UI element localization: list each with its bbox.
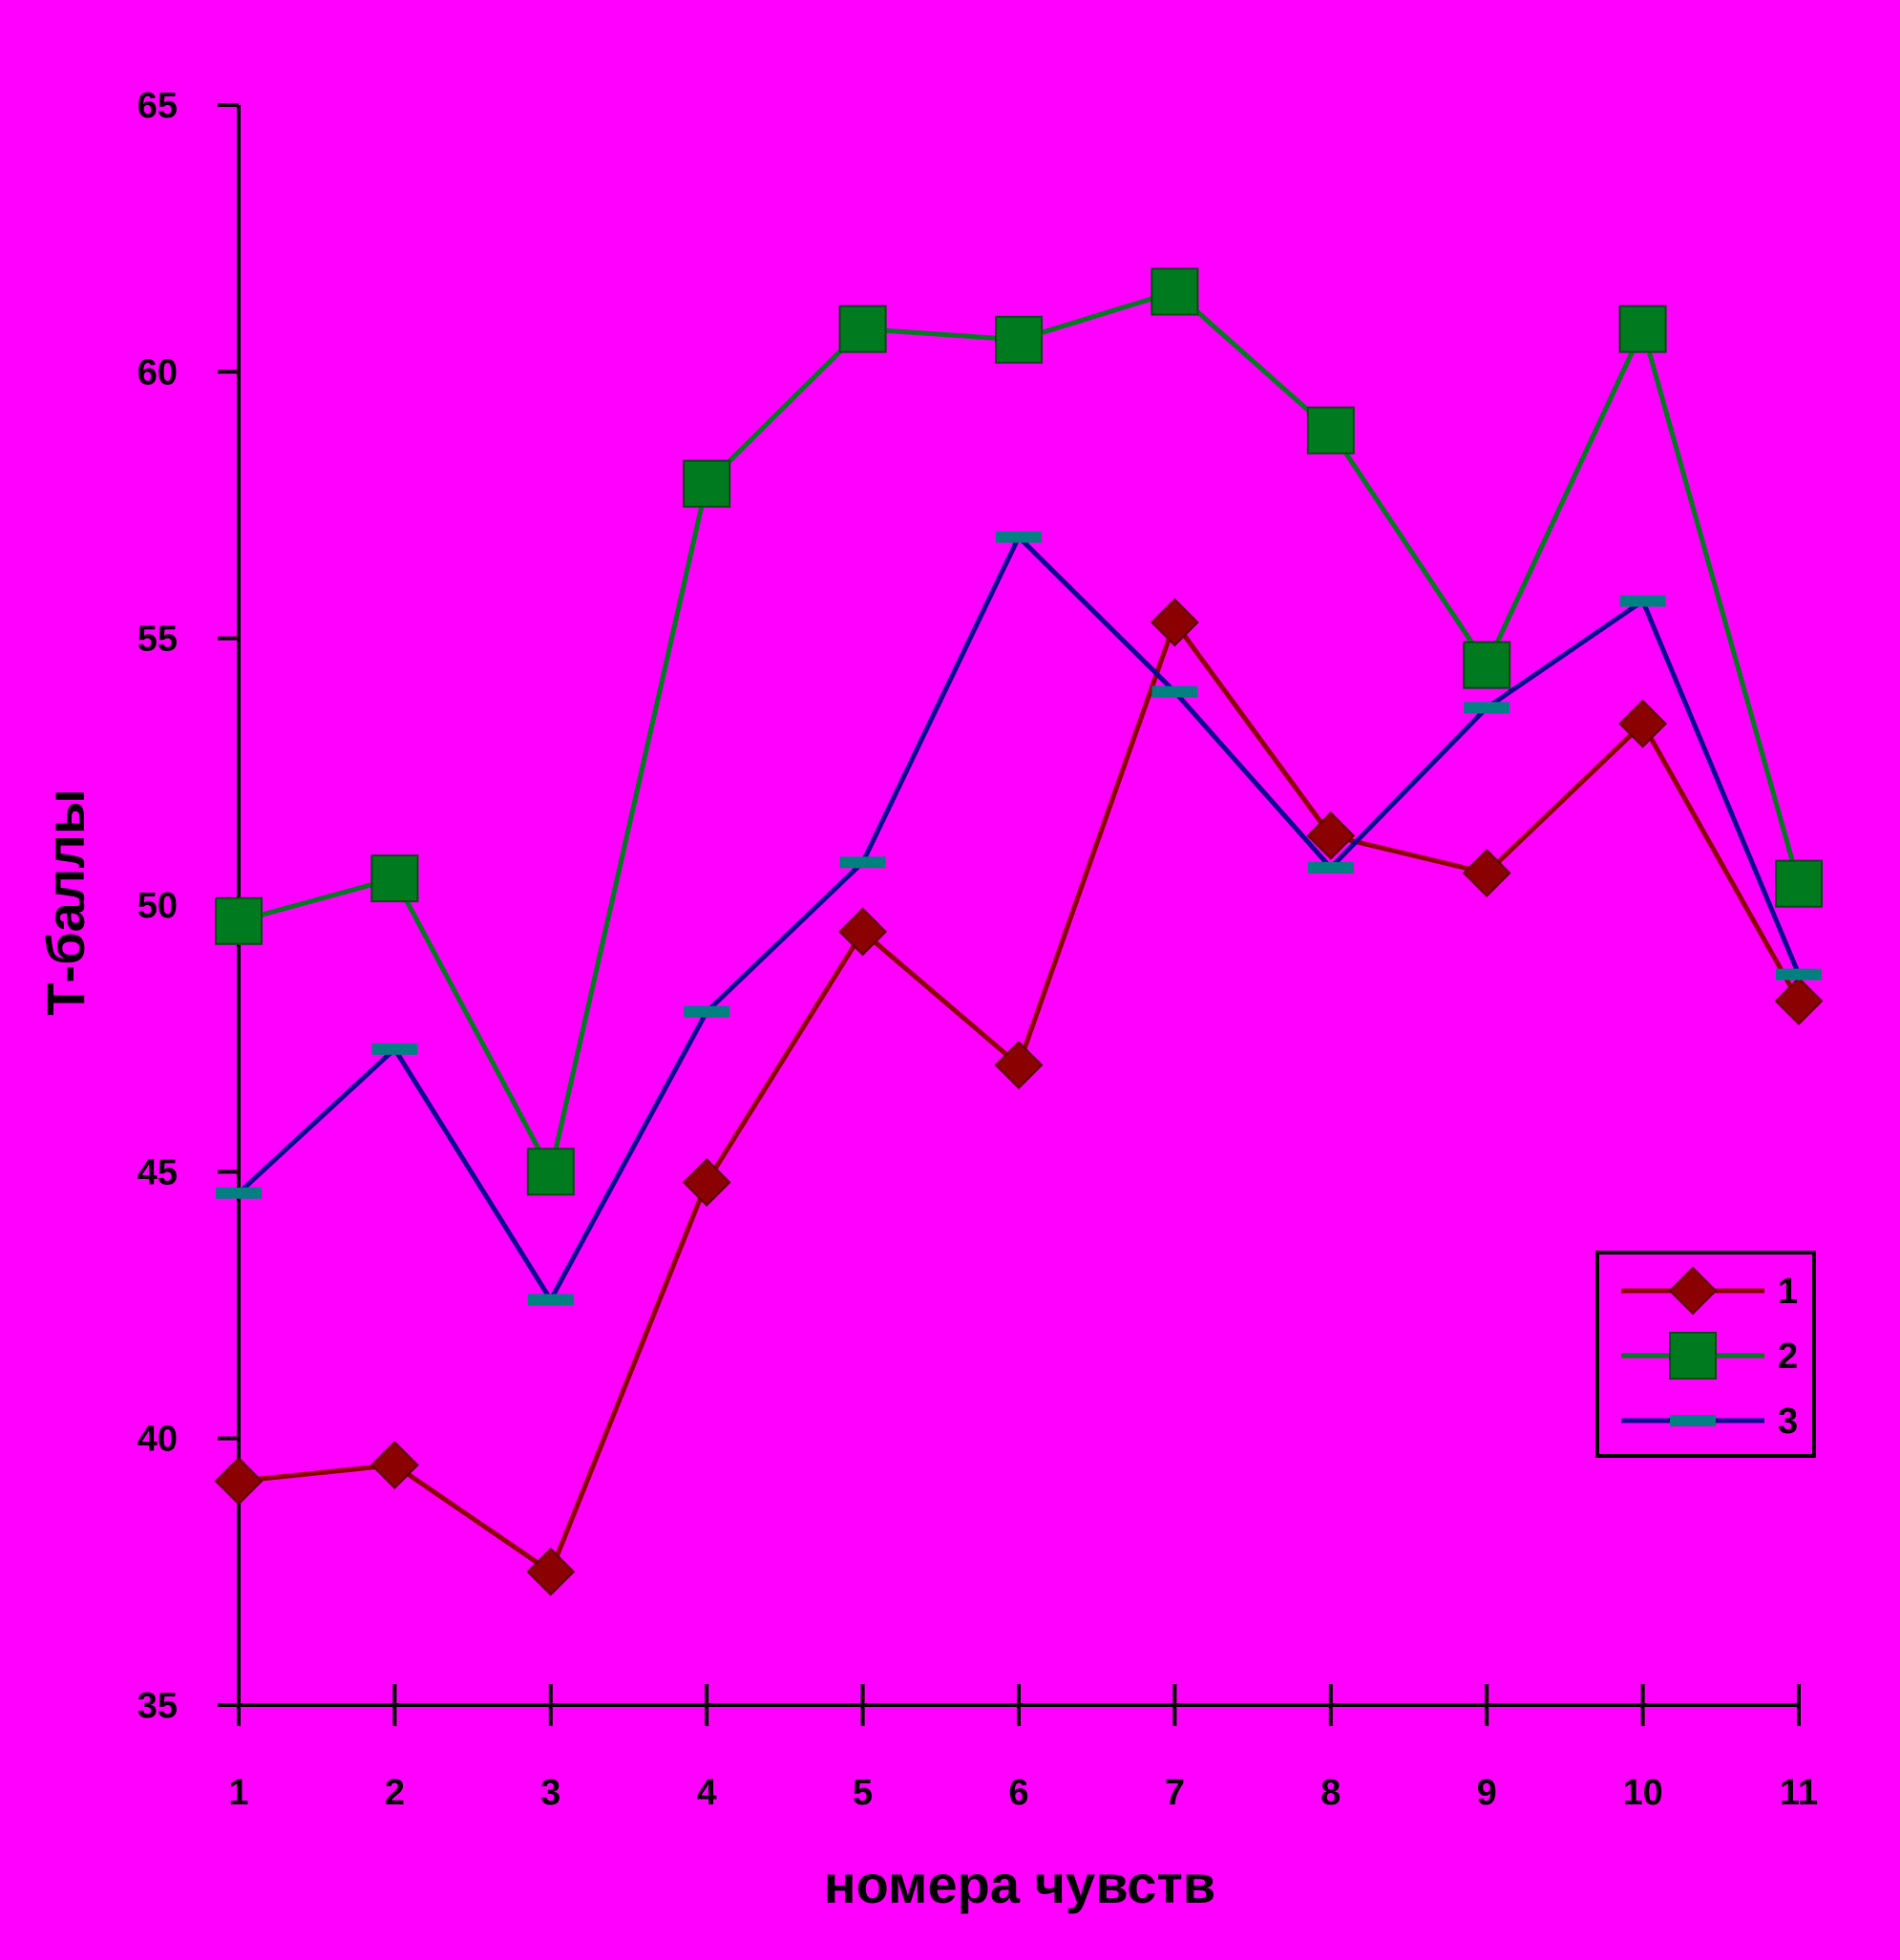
series-3-point — [839, 856, 886, 869]
x-tick-label: 9 — [1477, 1773, 1497, 1813]
x-tick-label: 10 — [1622, 1773, 1662, 1813]
y-tick-label: 60 — [137, 352, 178, 392]
series-3-point — [1307, 861, 1354, 874]
series-3-point — [527, 1294, 574, 1306]
x-tick-label: 11 — [1780, 1773, 1818, 1813]
series-3-point — [216, 1187, 262, 1199]
legend-label-3: 3 — [1778, 1402, 1798, 1442]
series-1-point — [838, 907, 888, 957]
series-1-point — [1150, 598, 1199, 647]
y-axis-title: Т-баллы — [35, 789, 95, 1016]
series-1-point — [994, 1041, 1044, 1090]
legend-marker-1 — [1668, 1266, 1718, 1316]
series-1-point — [1462, 849, 1511, 897]
series-3-point — [996, 531, 1042, 543]
x-tick-label: 3 — [540, 1773, 560, 1813]
series-1-point — [1306, 811, 1356, 860]
series-2-point — [1775, 859, 1823, 908]
x-tick-label: 6 — [1008, 1773, 1028, 1813]
series-3-point — [1151, 685, 1198, 698]
y-tick-label: 40 — [137, 1420, 178, 1460]
x-tick-label: 2 — [385, 1773, 405, 1813]
series-2-point — [1151, 267, 1199, 316]
legend: 1 2 3 — [1595, 1251, 1816, 1458]
series-2-point — [1618, 305, 1667, 353]
y-tick-label: 55 — [137, 620, 178, 660]
x-tick-label: 8 — [1320, 1773, 1341, 1813]
x-axis-title: номера чувств — [824, 1854, 1215, 1914]
legend-items: 1 2 3 — [1621, 1266, 1798, 1442]
legend-label-1: 1 — [1778, 1272, 1798, 1312]
series-2-point — [1306, 406, 1355, 454]
series-1-point — [526, 1547, 576, 1596]
y-tick-label: 50 — [137, 886, 178, 926]
y-tick-label: 35 — [137, 1686, 178, 1726]
x-tick-label: 1 — [228, 1773, 248, 1813]
series-1-point — [1618, 699, 1668, 748]
series-1-point — [682, 1158, 731, 1207]
series-2-point — [838, 305, 887, 353]
series-2-point — [683, 459, 731, 508]
series-1-point — [1774, 977, 1824, 1025]
series-2-point — [526, 1148, 575, 1196]
series-3-point — [1776, 968, 1822, 980]
series-2-point — [215, 896, 263, 945]
legend-label-2: 2 — [1778, 1337, 1798, 1377]
series-3-point — [371, 1043, 418, 1055]
series-3-point — [1464, 702, 1510, 714]
x-tick-label: 5 — [853, 1773, 873, 1813]
series-2-point — [1463, 641, 1511, 689]
series-1-point — [214, 1456, 264, 1506]
y-tick-label: 45 — [137, 1152, 178, 1192]
series-1-point — [369, 1441, 419, 1490]
series-2-point — [995, 315, 1043, 364]
series-3-point — [684, 1005, 730, 1018]
x-tick-label: 4 — [697, 1773, 717, 1813]
series-2-point — [370, 854, 419, 903]
legend-marker-2 — [1669, 1332, 1717, 1380]
y-tick-label: 65 — [137, 86, 178, 126]
legend-marker-3 — [1670, 1415, 1716, 1426]
series-markers — [214, 267, 1824, 1596]
x-tick-label: 7 — [1165, 1773, 1185, 1813]
series-3-point — [1619, 595, 1666, 607]
